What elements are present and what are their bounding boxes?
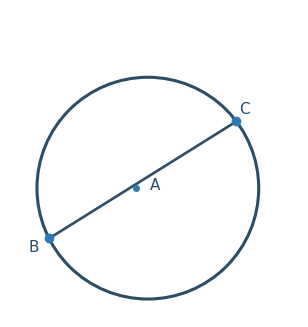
Text: B: B	[28, 240, 39, 255]
Text: C: C	[239, 102, 249, 117]
Text: A: A	[150, 178, 161, 193]
